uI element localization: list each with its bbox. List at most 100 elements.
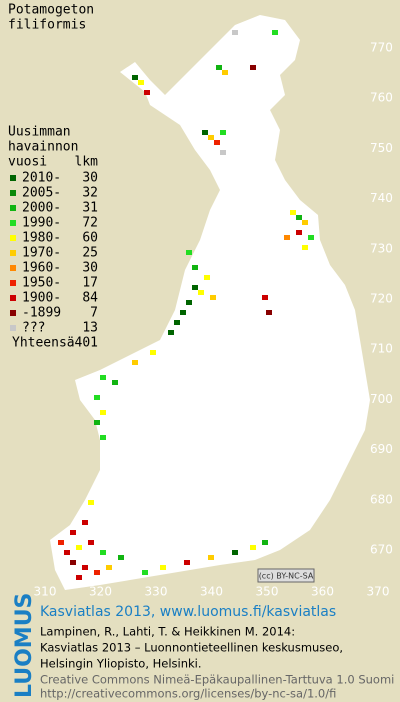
legend-total: 401 bbox=[75, 336, 98, 351]
square bbox=[214, 140, 220, 145]
legend-count-heading: lkm bbox=[75, 155, 99, 170]
brand-logo: LUOMUS bbox=[12, 593, 37, 698]
square bbox=[138, 80, 144, 85]
square bbox=[100, 550, 106, 555]
legend-label: 2005- bbox=[22, 186, 61, 201]
square bbox=[302, 220, 308, 225]
square bbox=[186, 300, 192, 305]
square bbox=[232, 550, 238, 555]
square bbox=[76, 575, 82, 580]
square bbox=[272, 30, 278, 35]
footer-citation: Helsingin Yliopisto, Helsinki. bbox=[40, 657, 202, 671]
square bbox=[100, 435, 106, 440]
square bbox=[82, 565, 88, 570]
y-tick-label: 720 bbox=[370, 292, 393, 306]
square bbox=[220, 150, 226, 155]
square bbox=[150, 350, 156, 355]
square bbox=[58, 540, 64, 545]
square bbox=[88, 540, 94, 545]
square bbox=[144, 90, 150, 95]
y-tick-label: 770 bbox=[370, 41, 393, 55]
square bbox=[94, 395, 100, 400]
legend-label: ??? bbox=[22, 321, 45, 336]
legend-label: 1900- bbox=[22, 291, 61, 306]
legend-swatch bbox=[10, 325, 16, 331]
square bbox=[250, 545, 256, 550]
x-tick-label: 330 bbox=[145, 585, 168, 599]
square bbox=[112, 380, 118, 385]
legend-swatch bbox=[10, 280, 16, 286]
square bbox=[132, 75, 138, 80]
x-tick-label: 320 bbox=[89, 585, 112, 599]
legend-label: 2000- bbox=[22, 201, 61, 216]
square bbox=[70, 530, 76, 535]
legend-label: 2010- bbox=[22, 171, 61, 186]
legend-swatch bbox=[10, 190, 16, 196]
square bbox=[64, 550, 70, 555]
legend-label: 1970- bbox=[22, 246, 61, 261]
legend-count: 13 bbox=[82, 321, 98, 336]
title-line: Potamogeton bbox=[8, 3, 94, 18]
legend-swatch bbox=[10, 220, 16, 226]
legend-count: 17 bbox=[82, 276, 98, 291]
square bbox=[94, 570, 100, 575]
legend-label: 1990- bbox=[22, 216, 61, 231]
square bbox=[284, 235, 290, 240]
square bbox=[202, 130, 208, 135]
y-tick-label: 670 bbox=[370, 543, 393, 557]
square bbox=[94, 420, 100, 425]
square bbox=[250, 65, 256, 70]
square bbox=[106, 565, 112, 570]
title-line: filiformis bbox=[8, 18, 86, 33]
legend-swatch bbox=[10, 205, 16, 211]
square bbox=[208, 555, 214, 560]
cc-badge-text: (cc) BY-NC-SA bbox=[259, 572, 314, 581]
legend-count: 72 bbox=[82, 216, 98, 231]
square bbox=[70, 560, 76, 565]
square bbox=[296, 230, 302, 235]
square bbox=[184, 560, 190, 565]
square bbox=[222, 70, 228, 75]
x-tick-label: 310 bbox=[34, 585, 57, 599]
footer-license: Creative Commons Nimeä-Epäkaupallinen-Ta… bbox=[40, 673, 394, 687]
legend-label: -1899 bbox=[22, 306, 61, 321]
square bbox=[192, 285, 198, 290]
square bbox=[82, 520, 88, 525]
square bbox=[142, 570, 148, 575]
square bbox=[132, 360, 138, 365]
square bbox=[302, 245, 308, 250]
legend-count: 32 bbox=[82, 186, 98, 201]
legend-count: 60 bbox=[82, 231, 98, 246]
square bbox=[266, 310, 272, 315]
footer-citation: Kasviatlas 2013 – Luonnontieteellinen ke… bbox=[40, 641, 343, 655]
legend-swatch bbox=[10, 295, 16, 301]
legend-heading: vuosi bbox=[8, 155, 47, 170]
footer-license-url: http://creativecommons.org/licenses/by-n… bbox=[40, 687, 336, 701]
y-tick-label: 730 bbox=[370, 241, 393, 255]
legend-label: 1980- bbox=[22, 231, 61, 246]
square bbox=[76, 545, 82, 550]
x-tick-label: 360 bbox=[311, 585, 334, 599]
square bbox=[208, 135, 214, 140]
square bbox=[168, 330, 174, 335]
legend-label: 1960- bbox=[22, 261, 61, 276]
legend-count: 30 bbox=[82, 261, 98, 276]
footer-citation: Lampinen, R., Lahti, T. & Heikkinen M. 2… bbox=[40, 625, 295, 639]
legend-total-label: Yhteensä bbox=[12, 336, 75, 351]
y-tick-label: 710 bbox=[370, 342, 393, 356]
legend-count: 84 bbox=[82, 291, 98, 306]
legend-count: 25 bbox=[82, 246, 98, 261]
y-tick-label: 750 bbox=[370, 141, 393, 155]
square bbox=[296, 215, 302, 220]
square bbox=[100, 410, 106, 415]
legend-count: 30 bbox=[82, 171, 98, 186]
legend-swatch bbox=[10, 310, 16, 316]
square bbox=[118, 555, 124, 560]
legend-swatch bbox=[10, 265, 16, 271]
y-tick-label: 740 bbox=[370, 191, 393, 205]
legend-heading: Uusimman bbox=[8, 125, 71, 140]
footer-link: Kasviatlas 2013, www.luomus.fi/kasviatla… bbox=[40, 604, 336, 620]
legend-label: 1950- bbox=[22, 276, 61, 291]
